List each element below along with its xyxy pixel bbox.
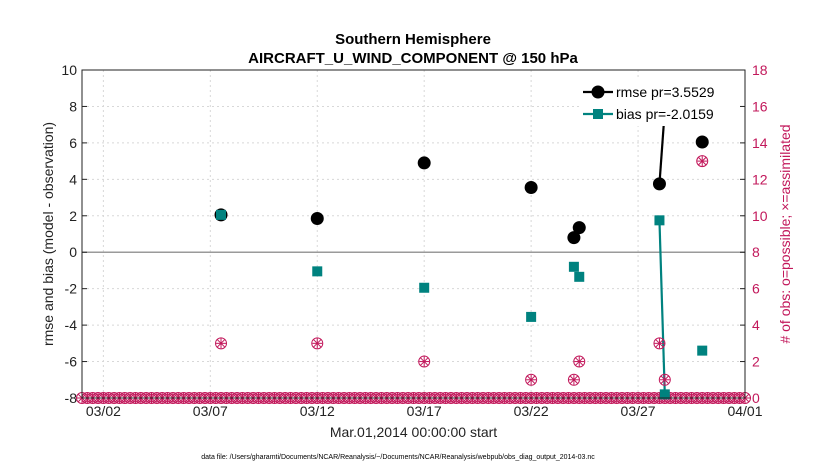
y2-axis-label: # of obs: o=possible; ×=assimilated: [777, 124, 793, 343]
y2-tick-label: 16: [752, 98, 768, 114]
bias-point: [216, 209, 227, 220]
y2-tick-label: 2: [752, 354, 760, 370]
legend: rmse pr=3.5529 bias pr=-2.0159: [580, 78, 740, 126]
legend-label: bias pr=-2.0159: [616, 106, 714, 122]
y2-tick-label: 0: [752, 390, 760, 406]
possible-obs-point: [573, 355, 586, 368]
rmse-point: [652, 177, 666, 191]
possible-obs-point: [653, 337, 666, 350]
possible-obs-point: [525, 373, 538, 386]
x-axis-label: Mar.01,2014 00:00:00 start: [330, 424, 497, 440]
legend-entry: rmse pr=3.5529: [583, 84, 715, 100]
assimilated-obs-point: [568, 374, 579, 385]
x-tick-label: 03/02: [86, 403, 121, 419]
y2-tick-label: 10: [752, 208, 768, 224]
y-tick-label: -4: [65, 317, 78, 333]
axis-ticks: 03/02 03/07 03/12 03/17 03/22 03/27 04/01 -8 -6 -…: [61, 62, 767, 419]
assimilated-obs-point: [697, 156, 708, 167]
y-tick-label: 6: [69, 135, 77, 151]
rmse-point: [417, 156, 431, 170]
rmse-point: [310, 212, 324, 226]
series-line-segment: [658, 220, 666, 395]
legend-label: rmse pr=3.5529: [616, 84, 715, 100]
assimilated-obs-point: [216, 338, 227, 349]
legend-background: [580, 78, 740, 126]
x-tick-label: 03/22: [514, 403, 549, 419]
assimilated-obs-point: [526, 374, 537, 385]
bias-point: [568, 261, 579, 272]
y-tick-label: -2: [65, 281, 78, 297]
series-circle-open: [215, 155, 709, 386]
y2-tick-label: 4: [752, 317, 760, 333]
y-tick-label: 0: [69, 244, 77, 260]
legend-entry: bias pr=-2.0159: [583, 106, 714, 122]
rmse-point: [524, 181, 538, 195]
legend-marker: [593, 109, 603, 119]
possible-obs-point: [567, 373, 580, 386]
rmse-point: [567, 231, 581, 245]
possible-obs-point: [215, 337, 228, 350]
assimilated-obs-point: [312, 338, 323, 349]
x-tick-label: 04/01: [727, 403, 762, 419]
x-tick-label: 03/17: [407, 403, 442, 419]
assimilated-obs-point: [574, 356, 585, 367]
y2-tick-label: 18: [752, 62, 768, 78]
y-tick-label: 10: [61, 62, 77, 78]
x-tick-label: 03/12: [300, 403, 335, 419]
y2-tick-label: 12: [752, 171, 768, 187]
y2-tick-label: 6: [752, 281, 760, 297]
possible-obs-point: [418, 355, 431, 368]
rmse-point: [572, 221, 586, 235]
bias-point: [654, 215, 665, 226]
possible-obs-point: [658, 373, 671, 386]
y-tick-label: 8: [69, 98, 77, 114]
bias-point: [697, 345, 708, 356]
assimilated-obs-point: [659, 374, 670, 385]
chart-subtitle: AIRCRAFT_U_WIND_COMPONENT @ 150 hPa: [248, 50, 578, 67]
bias-point: [419, 282, 430, 293]
chart-title: Southern Hemisphere: [335, 31, 491, 48]
x-tick-label: 03/27: [621, 403, 656, 419]
bias-point: [526, 311, 537, 322]
y2-tick-label: 14: [752, 135, 768, 151]
series-square: [216, 209, 708, 400]
assimilated-obs-point: [654, 338, 665, 349]
bias-point: [659, 389, 670, 400]
y-axis-label: rmse and bias (model - observation): [40, 122, 56, 346]
bias-point: [574, 271, 585, 282]
possible-obs-point: [696, 155, 709, 168]
y-tick-label: -6: [65, 354, 78, 370]
y-tick-label: 4: [69, 171, 77, 187]
x-tick-label: 03/07: [193, 403, 228, 419]
data-marks: [76, 103, 751, 404]
assimilated-obs-point: [419, 356, 430, 367]
data-file-footnote: data file: /Users/gharamti/Documents/NCA…: [201, 454, 595, 461]
series-x: [216, 156, 708, 385]
bias-point: [312, 266, 323, 277]
y-tick-label: 2: [69, 208, 77, 224]
plot-frame: [81, 69, 746, 399]
possible-obs-point: [311, 337, 324, 350]
y-tick-label: -8: [65, 390, 78, 406]
rmse-point: [695, 135, 709, 149]
y2-tick-label: 8: [752, 244, 760, 260]
legend-marker: [591, 85, 605, 99]
